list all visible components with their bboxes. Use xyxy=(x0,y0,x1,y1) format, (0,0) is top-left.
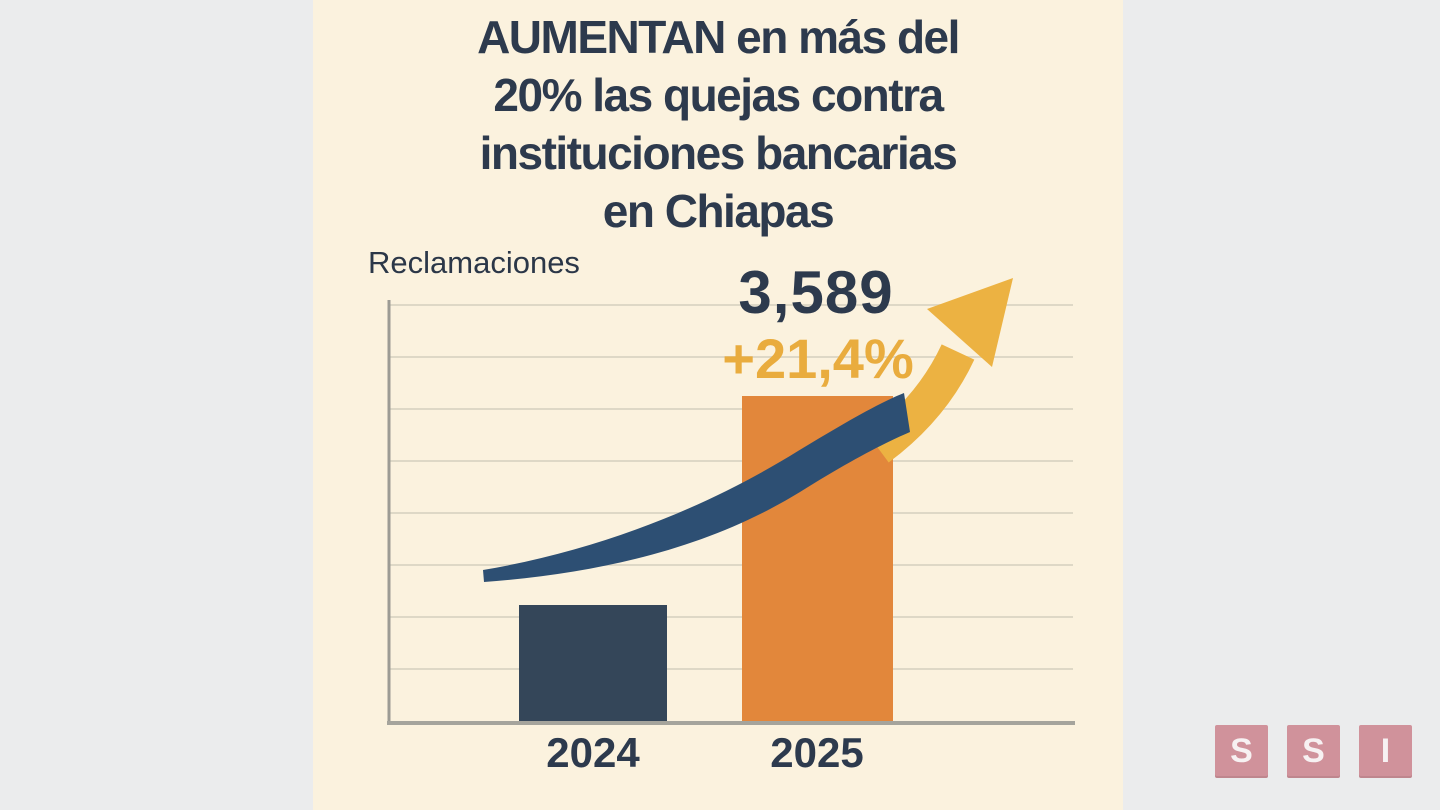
infographic-panel xyxy=(313,0,1123,810)
trend-curve xyxy=(483,393,910,582)
ssi-logo: S S I xyxy=(1215,725,1412,778)
y-axis-label: Reclamaciones xyxy=(368,245,580,280)
logo-letter-i: I xyxy=(1359,725,1412,778)
x-tick-2025: 2025 xyxy=(770,729,864,776)
value-label-2025: 3,589 xyxy=(738,259,894,326)
gridlines xyxy=(389,304,1073,670)
logo-letter-s1: S xyxy=(1215,725,1268,778)
chart-title: AUMENTAN en más del 20% las quejas contr… xyxy=(333,8,1103,240)
title-line-1: AUMENTAN en más del xyxy=(477,11,960,63)
x-tick-2024: 2024 xyxy=(546,729,640,776)
bar-2024 xyxy=(519,605,667,723)
title-line-2: 20% las quejas contra xyxy=(493,69,944,121)
logo-letter-s2: S xyxy=(1287,725,1340,778)
pct-change-label: +21,4% xyxy=(722,327,914,390)
title-line-4: en Chiapas xyxy=(602,185,835,237)
title-line-3: instituciones bancarias xyxy=(479,127,958,179)
